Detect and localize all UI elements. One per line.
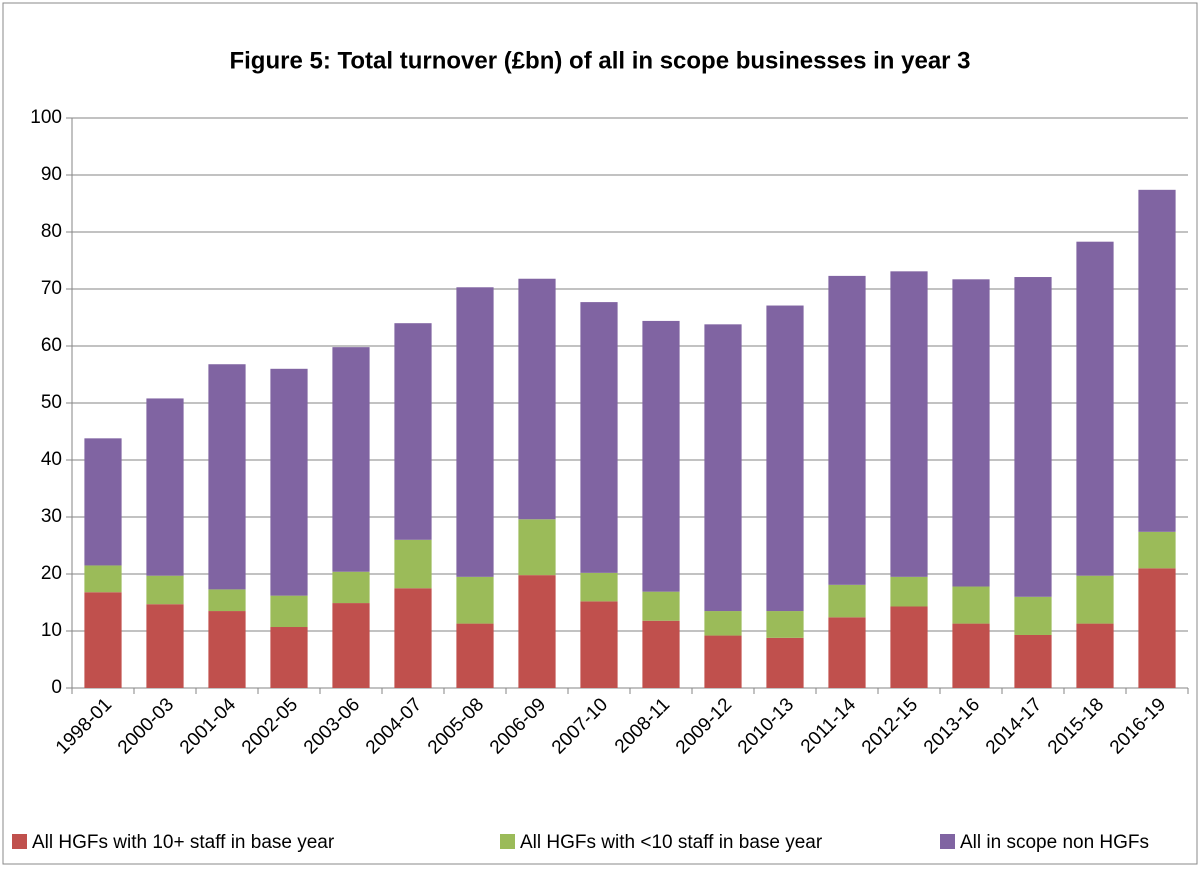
- bar-segment: [456, 287, 494, 577]
- bar-segment: [890, 576, 928, 607]
- bar-segment: [208, 364, 246, 590]
- legend-swatch: [500, 834, 515, 849]
- bar-segment: [84, 592, 122, 688]
- legend-label: All in scope non HGFs: [960, 832, 1149, 853]
- bar-segment: [890, 606, 928, 688]
- bar-segment: [952, 623, 990, 688]
- bar-segment: [332, 571, 370, 604]
- bar-segment: [270, 595, 308, 628]
- bar-segment: [518, 575, 556, 688]
- bar-segment: [394, 539, 432, 589]
- bar-segment: [146, 575, 184, 605]
- bar-segment: [1014, 634, 1052, 688]
- y-tick-label: 60: [41, 335, 62, 356]
- y-tick-label: 20: [41, 563, 62, 584]
- y-tick-label: 70: [41, 278, 62, 299]
- bar-segment: [952, 586, 990, 624]
- bar-segment: [208, 589, 246, 612]
- bar-segment: [642, 620, 680, 688]
- bar-segment: [1076, 241, 1114, 576]
- bar-segment: [394, 323, 432, 540]
- y-tick-label: 50: [41, 392, 62, 413]
- bar-segment: [828, 275, 866, 585]
- y-tick-label: 30: [41, 506, 62, 527]
- bar-segment: [766, 305, 804, 612]
- bar-segment: [332, 347, 370, 572]
- bar-segment: [1138, 531, 1176, 569]
- bar-segment: [456, 576, 494, 624]
- bar-segment: [580, 601, 618, 688]
- bar-segment: [1138, 189, 1176, 532]
- bar-segment: [518, 519, 556, 576]
- bar-segment: [642, 591, 680, 621]
- chart-title: Figure 5: Total turnover (£bn) of all in…: [229, 47, 970, 74]
- bar-segment: [208, 611, 246, 688]
- bar-segment: [394, 588, 432, 688]
- bar-segment: [766, 611, 804, 638]
- bar-segment: [1076, 575, 1114, 624]
- y-tick-label: 0: [51, 677, 62, 698]
- bar-segment: [704, 324, 742, 612]
- bar-segment: [146, 398, 184, 576]
- y-tick-label: 90: [41, 164, 62, 185]
- bar-segment: [456, 623, 494, 688]
- bar-segment: [828, 617, 866, 688]
- bar-segment: [332, 603, 370, 688]
- bar-segment: [828, 584, 866, 618]
- bar-segment: [1014, 277, 1052, 597]
- bar-segment: [1138, 568, 1176, 688]
- bar-segment: [146, 604, 184, 688]
- y-tick-label: 40: [41, 449, 62, 470]
- bar-segment: [580, 302, 618, 573]
- bar-segment: [952, 279, 990, 587]
- bar-segment: [642, 320, 680, 592]
- bar-segment: [270, 627, 308, 688]
- legend-label: All HGFs with <10 staff in base year: [520, 832, 823, 853]
- bar-segment: [580, 572, 618, 602]
- bar-segment: [1076, 623, 1114, 688]
- bar-segment: [518, 278, 556, 520]
- y-tick-label: 10: [41, 620, 62, 641]
- bar-segment: [704, 635, 742, 688]
- legend-label: All HGFs with 10+ staff in base year: [32, 832, 335, 853]
- bar-segment: [890, 271, 928, 577]
- y-tick-label: 80: [41, 221, 62, 242]
- bar-segment: [84, 438, 122, 566]
- bar-segment: [704, 611, 742, 636]
- bar-segment: [1014, 596, 1052, 635]
- bar-segment: [84, 565, 122, 593]
- bar-segment: [270, 368, 308, 596]
- legend-swatch: [940, 834, 955, 849]
- bar-segment: [766, 637, 804, 688]
- legend-swatch: [12, 834, 27, 849]
- y-tick-label: 100: [30, 107, 62, 128]
